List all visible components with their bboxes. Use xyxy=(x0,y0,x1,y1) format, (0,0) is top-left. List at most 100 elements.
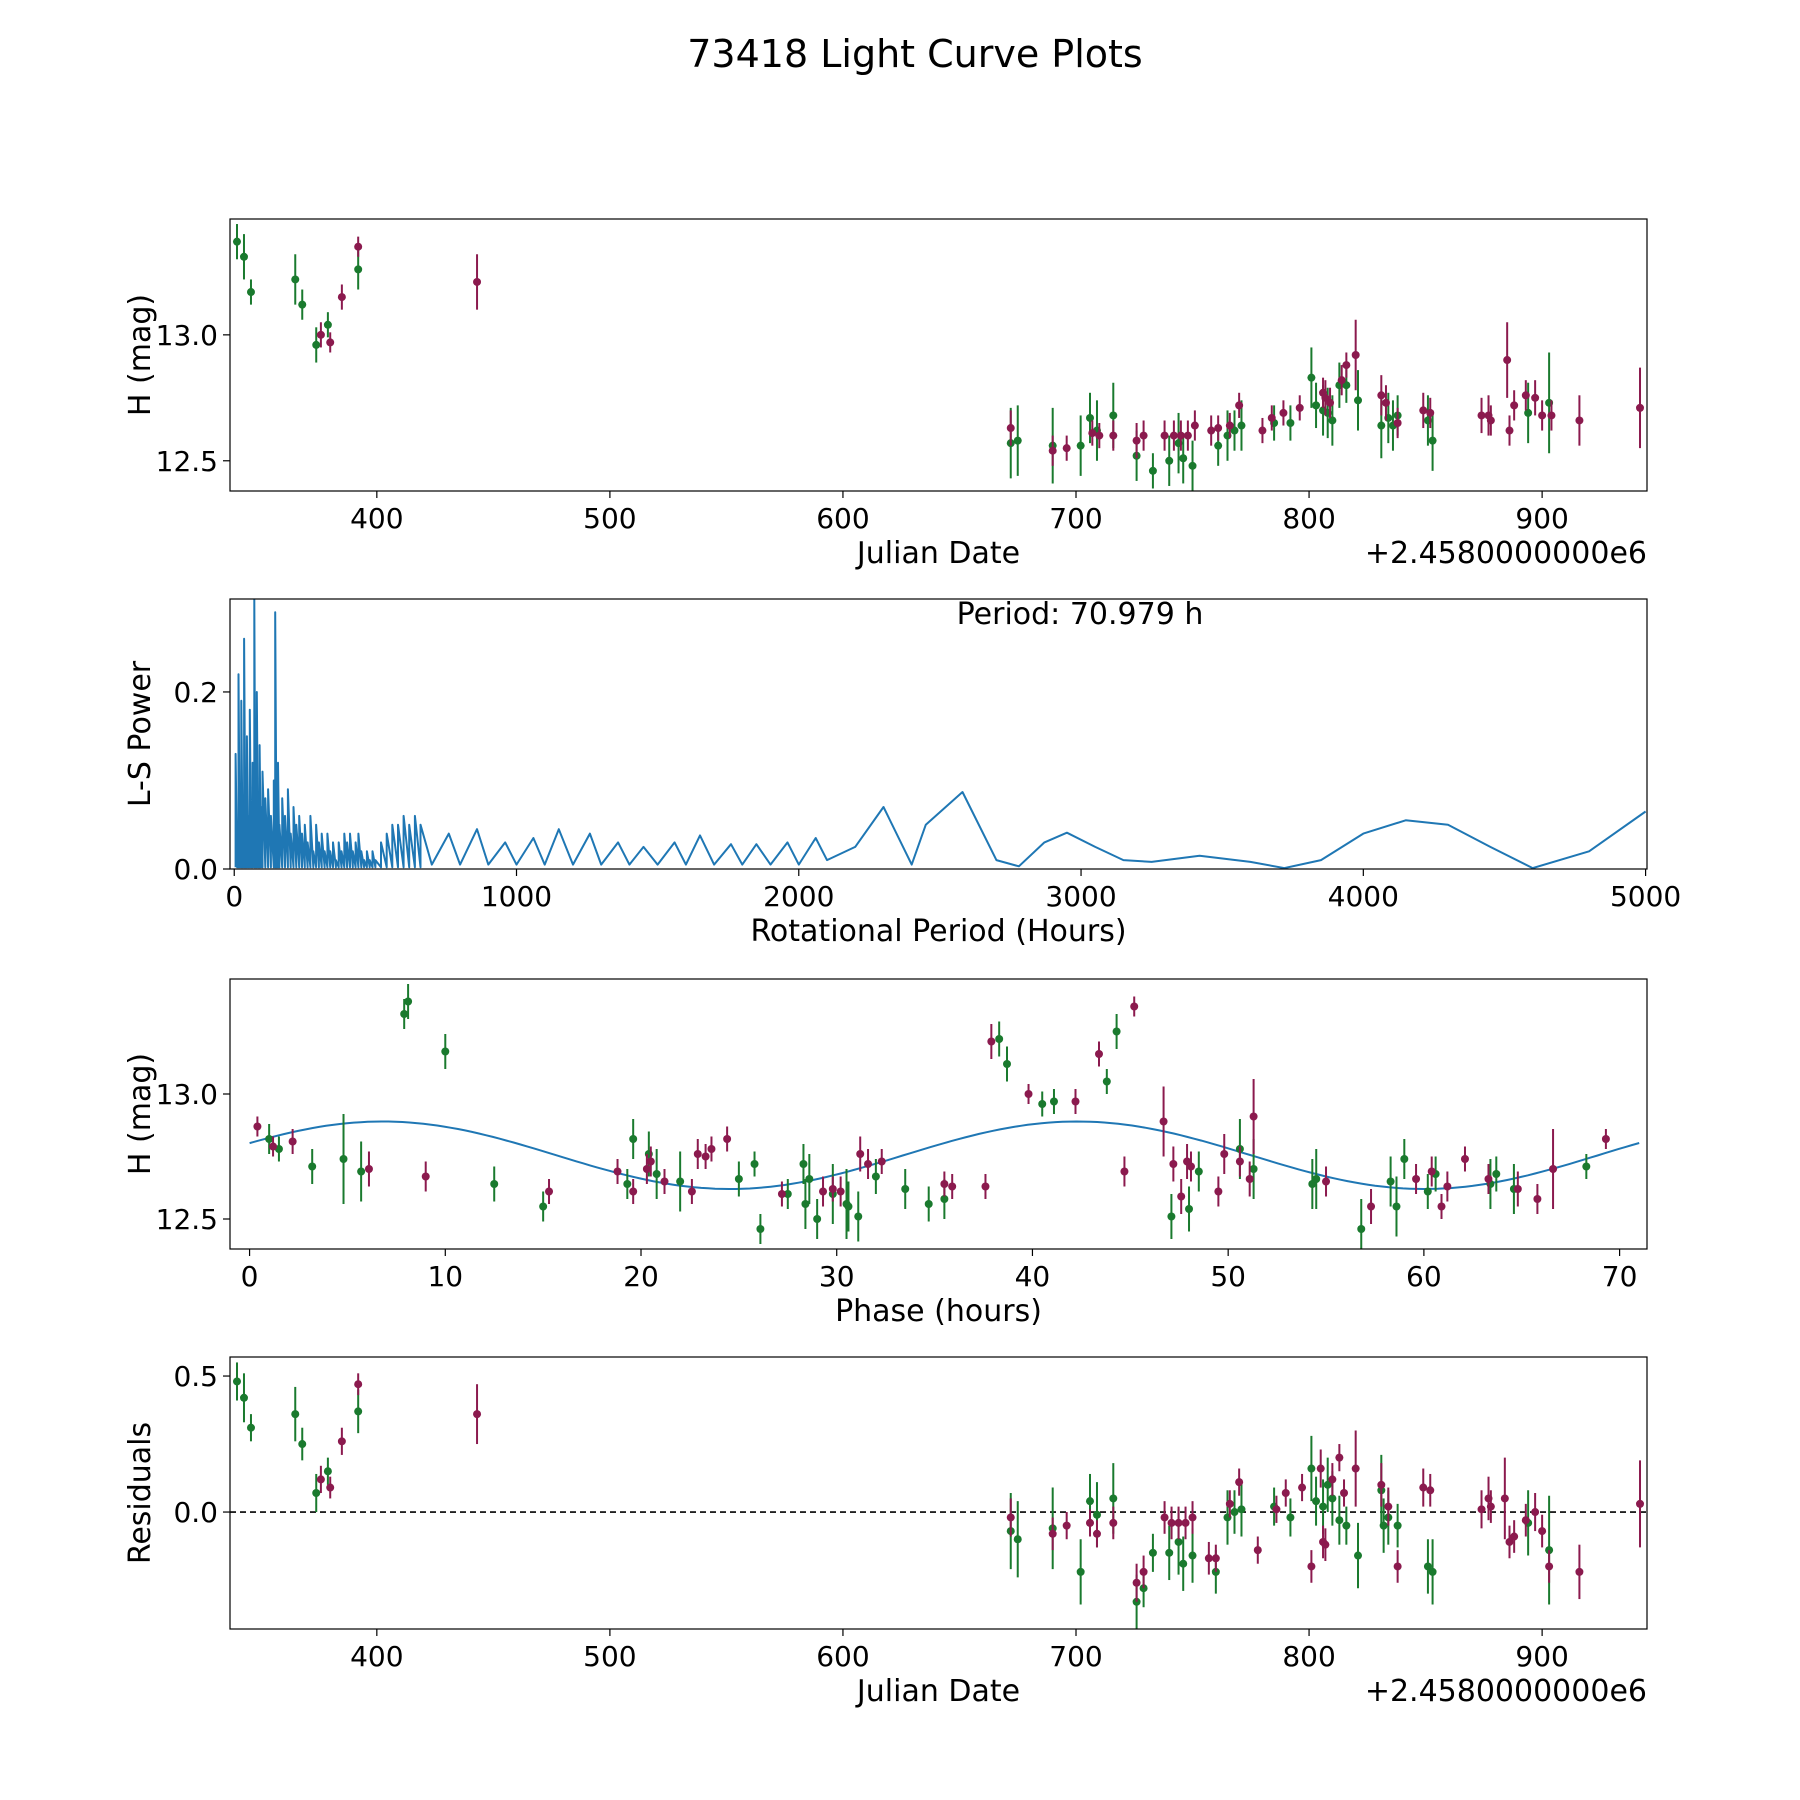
data-point xyxy=(660,1177,669,1186)
data-point xyxy=(490,1180,499,1188)
data-point xyxy=(901,1185,910,1193)
data-point xyxy=(629,1187,638,1196)
phased-lightcurve-panel: 0 10 20 30 40 50 60 70 12.5 13.0 Phase (hours) H (m… xyxy=(123,978,1648,1329)
data-point xyxy=(339,1155,348,1163)
data-point xyxy=(1249,1112,1258,1121)
x-axis-label: Rotational Period (Hours) xyxy=(750,914,1126,949)
data-point xyxy=(1094,1050,1103,1058)
data-point xyxy=(1174,1537,1183,1546)
plot-area xyxy=(249,984,1640,1249)
data-point xyxy=(1307,373,1316,382)
data-point xyxy=(400,1010,409,1018)
data-point xyxy=(1342,361,1351,370)
data-point xyxy=(1636,403,1645,412)
data-point xyxy=(354,1380,363,1389)
data-point xyxy=(1322,1177,1331,1186)
data-point xyxy=(1214,441,1223,450)
x-tick-label: 500 xyxy=(583,1640,636,1673)
data-point xyxy=(1601,1135,1610,1143)
data-point xyxy=(1538,1527,1547,1536)
x-tick-label: 800 xyxy=(1282,1640,1335,1673)
data-point xyxy=(1132,436,1141,445)
data-point xyxy=(844,1202,853,1211)
data-point xyxy=(1132,1578,1141,1587)
data-point xyxy=(877,1157,886,1166)
data-point xyxy=(1513,1185,1522,1193)
data-point xyxy=(1377,421,1386,430)
data-point xyxy=(1377,1480,1386,1489)
data-point xyxy=(1354,1551,1363,1560)
data-point xyxy=(1307,1464,1316,1473)
data-point xyxy=(1312,1497,1321,1506)
x-tick-label: 10 xyxy=(427,1260,463,1293)
data-point xyxy=(1185,1205,1194,1213)
data-point xyxy=(613,1167,622,1176)
data-point xyxy=(1179,454,1188,463)
data-point xyxy=(246,1423,255,1432)
data-point xyxy=(1109,1518,1118,1527)
data-point xyxy=(1354,396,1363,405)
data-point xyxy=(854,1212,863,1221)
data-point xyxy=(1521,391,1530,400)
data-point xyxy=(1400,1155,1409,1163)
data-point xyxy=(337,1437,346,1446)
data-point xyxy=(1510,1532,1519,1541)
data-point xyxy=(1048,1529,1057,1538)
x-axis-offset-label: +2.4580000000e6 xyxy=(1365,536,1647,571)
data-point xyxy=(1342,1521,1351,1530)
data-point xyxy=(1326,398,1335,407)
data-point xyxy=(1393,1521,1402,1530)
data-point xyxy=(1235,1157,1244,1166)
data-point xyxy=(1204,1554,1213,1563)
data-point xyxy=(1427,1167,1436,1176)
data-point xyxy=(1194,1167,1203,1176)
data-point xyxy=(1486,416,1495,425)
data-point xyxy=(1139,431,1148,440)
data-point xyxy=(1384,1502,1393,1511)
data-point xyxy=(246,288,255,297)
data-point xyxy=(646,1157,655,1166)
data-point xyxy=(404,997,413,1006)
data-point xyxy=(1225,1499,1234,1508)
data-point xyxy=(1177,1192,1186,1201)
data-point xyxy=(1049,1097,1058,1106)
data-point xyxy=(623,1180,632,1188)
data-point xyxy=(1235,1478,1244,1487)
x-tick-label: 700 xyxy=(1049,1640,1102,1673)
x-axis-label: Phase (hours) xyxy=(835,1294,1042,1329)
data-point xyxy=(1207,426,1216,435)
data-point xyxy=(1367,1202,1376,1211)
data-point xyxy=(1419,1483,1428,1492)
y-tick-label: 0.0 xyxy=(173,853,218,886)
data-point xyxy=(1085,413,1094,422)
data-point xyxy=(777,1190,786,1198)
data-point xyxy=(291,1410,300,1419)
x-tick-label: 400 xyxy=(350,502,403,535)
data-point xyxy=(1307,1562,1316,1571)
data-point xyxy=(1328,1475,1337,1484)
x-tick-label: 400 xyxy=(350,1640,403,1673)
data-point xyxy=(1179,1559,1188,1568)
data-point xyxy=(1423,1562,1432,1571)
data-point xyxy=(1109,1494,1118,1503)
data-point xyxy=(1167,1518,1176,1527)
data-point xyxy=(1071,1097,1080,1106)
x-tick-label: 900 xyxy=(1515,1640,1568,1673)
data-point xyxy=(1169,431,1178,440)
data-point xyxy=(1381,398,1390,407)
data-point xyxy=(629,1135,638,1143)
data-point xyxy=(1477,411,1486,420)
data-point xyxy=(1092,1529,1101,1538)
data-point xyxy=(239,1393,248,1402)
x-tick-label: 70 xyxy=(1602,1260,1638,1293)
data-point xyxy=(1312,1175,1321,1183)
data-point xyxy=(1505,426,1514,435)
data-point xyxy=(1492,1170,1501,1178)
data-point xyxy=(1426,408,1435,417)
data-point xyxy=(1521,1516,1530,1525)
data-point xyxy=(924,1200,933,1208)
data-point xyxy=(1085,1518,1094,1527)
y-tick-label: 12.5 xyxy=(156,445,218,478)
data-point xyxy=(539,1202,548,1211)
data-point xyxy=(364,1165,373,1173)
